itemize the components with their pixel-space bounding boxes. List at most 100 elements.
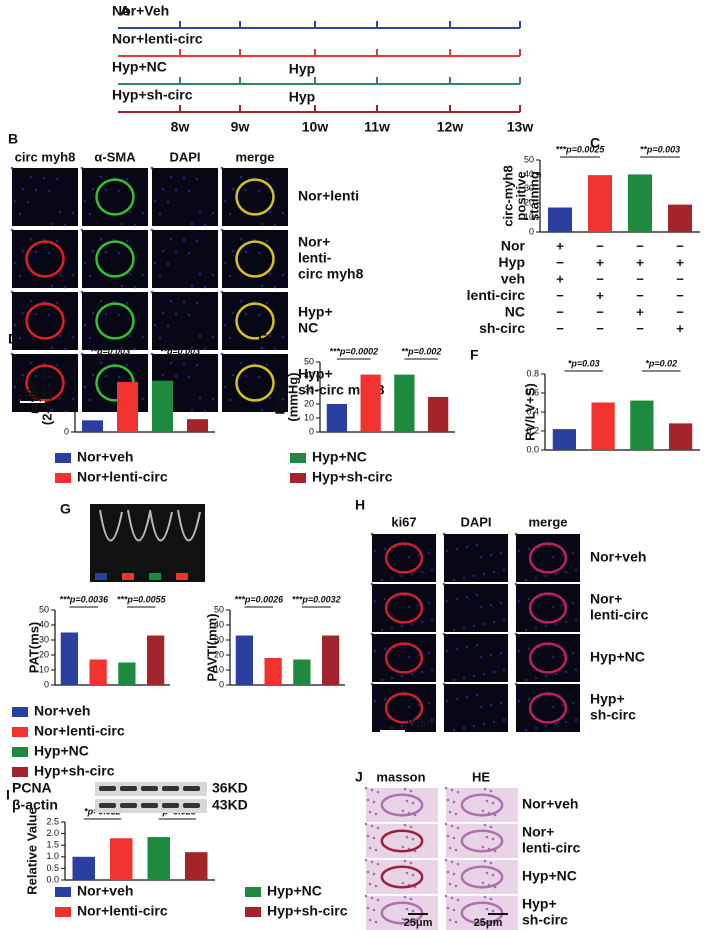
- nucleus: [220, 228, 224, 232]
- column-header: masson: [376, 769, 425, 784]
- micrograph: [372, 584, 436, 632]
- nucleus: [18, 212, 22, 216]
- nucleus: [574, 718, 578, 722]
- nucleus: [450, 860, 454, 864]
- y-axis-label: RVSP: [272, 379, 287, 414]
- nucleus: [407, 605, 411, 609]
- row-label: circ myh8: [298, 266, 364, 282]
- nucleus: [454, 848, 458, 852]
- nucleus: [420, 570, 424, 574]
- nucleus: [281, 211, 285, 215]
- nucleus: [198, 272, 202, 276]
- nucleus: [231, 373, 235, 377]
- nucleus: [47, 313, 51, 317]
- legend-swatch: [290, 473, 306, 483]
- nucleus: [489, 897, 493, 901]
- nucleus: [417, 553, 421, 557]
- vessel: [25, 240, 65, 278]
- micrograph: [446, 824, 518, 858]
- nucleus: [373, 649, 377, 653]
- table-row-label: NC: [505, 304, 525, 320]
- nucleus: [231, 249, 235, 253]
- nucleus: [260, 346, 264, 350]
- micrograph: [152, 230, 218, 288]
- nucleus: [257, 313, 261, 317]
- nucleus: [10, 352, 14, 356]
- vessel: [528, 642, 568, 674]
- nucleus: [456, 826, 460, 830]
- nucleus: [281, 273, 285, 277]
- nucleus: [455, 597, 459, 601]
- legend-swatch: [245, 887, 261, 897]
- nucleus: [150, 228, 154, 232]
- nucleus: [430, 568, 434, 572]
- legend-swatch: [55, 887, 71, 897]
- row-label: Hyp+NC: [522, 868, 577, 884]
- nucleus: [368, 882, 372, 886]
- y-tick-label: 10: [214, 664, 224, 674]
- nucleus: [182, 362, 186, 366]
- column-header: DAPI: [169, 149, 200, 164]
- nucleus: [366, 906, 370, 910]
- nucleus: [502, 568, 506, 572]
- micrograph: [446, 788, 518, 822]
- nucleus: [223, 323, 227, 327]
- micrograph: [82, 230, 148, 288]
- nucleus: [380, 678, 384, 682]
- nucleus: [268, 210, 272, 214]
- nucleus: [376, 862, 380, 866]
- nucleus: [190, 346, 194, 350]
- nucleus: [104, 188, 108, 192]
- y-axis-label: PAT(ms): [26, 622, 41, 674]
- nucleus: [83, 385, 87, 389]
- nucleus: [128, 210, 132, 214]
- nucleus: [448, 846, 452, 850]
- micrograph: [12, 292, 78, 350]
- nucleus: [502, 618, 506, 622]
- y-tick-label: 0.2: [526, 425, 539, 435]
- y-tick-label: 30: [304, 384, 314, 394]
- nucleus: [99, 175, 103, 179]
- blot-band: [162, 803, 179, 808]
- nucleus: [409, 897, 413, 901]
- nucleus: [366, 834, 370, 838]
- nucleus: [370, 788, 374, 792]
- nucleus: [383, 597, 387, 601]
- nucleus: [475, 543, 479, 547]
- nucleus: [574, 568, 578, 572]
- nucleus: [376, 898, 380, 902]
- nucleus: [104, 374, 108, 378]
- nucleus: [462, 626, 466, 630]
- nucleus: [492, 620, 496, 624]
- nucleus: [63, 285, 67, 289]
- nucleus: [265, 177, 269, 181]
- nucleus: [91, 187, 95, 191]
- row-label: Hyp+: [590, 691, 625, 707]
- y-axis-label: Relative Value: [24, 807, 39, 894]
- nucleus: [483, 823, 487, 827]
- bar: [60, 632, 78, 685]
- nucleus: [403, 823, 407, 827]
- row-label: Nor+veh: [522, 796, 578, 812]
- nucleus: [454, 920, 458, 924]
- nucleus: [71, 397, 75, 401]
- nucleus: [373, 549, 377, 553]
- micrograph: [222, 230, 288, 288]
- table-mark: +: [556, 271, 564, 286]
- nucleus: [29, 175, 33, 179]
- nucleus: [445, 699, 449, 703]
- nucleus: [411, 837, 415, 841]
- nucleus: [370, 824, 374, 828]
- nucleus: [491, 837, 495, 841]
- vessel: [460, 865, 504, 889]
- nucleus: [257, 251, 261, 255]
- legend-label: Hyp+NC: [34, 743, 89, 759]
- nucleus: [452, 678, 456, 682]
- legend-label: Nor+veh: [77, 883, 133, 899]
- nucleus: [551, 555, 555, 559]
- nucleus: [169, 175, 173, 179]
- nucleus: [455, 547, 459, 551]
- nucleus: [409, 825, 413, 829]
- nucleus: [427, 651, 431, 655]
- vessel: [25, 302, 65, 340]
